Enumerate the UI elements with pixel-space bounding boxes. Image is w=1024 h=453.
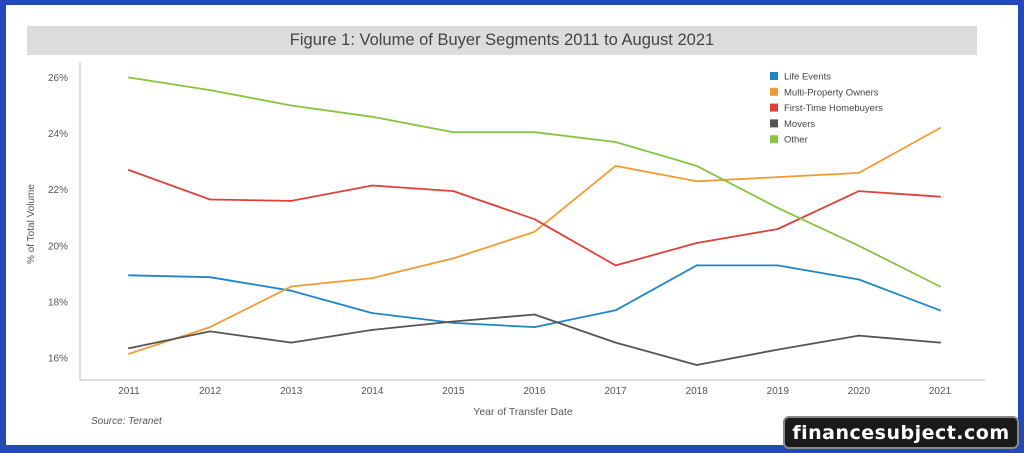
source-note: Source: Teranet: [91, 416, 162, 427]
legend-label-life-events: Life Events: [784, 72, 831, 83]
data-point-multi-property-owners: [939, 127, 941, 129]
data-point-other: [209, 89, 212, 92]
y-tick-label: 24%: [48, 129, 68, 140]
legend-swatch-movers: [770, 119, 778, 128]
data-point-life-events: [695, 264, 698, 267]
y-axis-label: % of Total Volume: [26, 184, 37, 264]
data-point-movers: [858, 334, 860, 337]
x-tick-label: 2017: [604, 386, 627, 397]
data-point-multi-property-owners: [614, 164, 617, 167]
data-point-first-time-homebuyers: [128, 169, 130, 171]
data-point-other: [128, 76, 130, 79]
data-point-movers: [776, 348, 779, 351]
series-line-life-events: [128, 264, 941, 329]
data-point-first-time-homebuyers: [533, 218, 536, 221]
data-point-multi-property-owners: [533, 230, 536, 233]
data-point-movers: [695, 364, 698, 366]
data-point-first-time-homebuyers: [209, 198, 212, 201]
data-point-multi-property-owners: [128, 352, 130, 355]
chart-frame: Figure 1: Volume of Buyer Segments 2011 …: [6, 5, 1018, 445]
data-point-first-time-homebuyers: [858, 190, 860, 193]
x-tick-label: 2019: [767, 386, 790, 397]
data-point-movers: [209, 330, 212, 333]
data-point-first-time-homebuyers: [939, 195, 941, 198]
data-point-other: [614, 141, 617, 143]
data-point-multi-property-owners: [858, 171, 860, 174]
data-point-first-time-homebuyers: [776, 228, 779, 230]
legend-swatch-multi-property-owners: [770, 87, 778, 96]
data-point-life-events: [290, 289, 293, 292]
data-point-first-time-homebuyers: [614, 264, 617, 267]
legend-label-multi-property-owners: Multi-Property Owners: [784, 87, 879, 98]
data-point-other: [290, 104, 293, 107]
x-tick-label: 2018: [686, 386, 709, 397]
x-tick-label: 2011: [118, 386, 140, 397]
legend-swatch-life-events: [770, 72, 778, 80]
data-point-other: [452, 131, 455, 134]
data-point-life-events: [371, 312, 374, 315]
legend-label-movers: Movers: [784, 119, 815, 130]
data-point-multi-property-owners: [452, 257, 455, 260]
data-point-first-time-homebuyers: [371, 184, 374, 187]
data-point-life-events: [614, 309, 617, 312]
data-point-first-time-homebuyers: [695, 242, 698, 244]
data-point-life-events: [128, 274, 130, 277]
data-point-other: [371, 115, 374, 118]
data-point-life-events: [776, 264, 779, 267]
x-tick-label: 2015: [442, 386, 465, 397]
data-point-life-events: [452, 322, 455, 324]
watermark-badge: financesubject.com: [783, 416, 1019, 449]
data-point-movers: [371, 329, 374, 331]
data-point-life-events: [858, 278, 860, 281]
legend-label-other: Other: [784, 135, 808, 146]
data-point-first-time-homebuyers: [452, 190, 455, 193]
x-tick-label: 2012: [199, 386, 222, 397]
x-tick-label: 2013: [280, 386, 303, 397]
chart-title: Figure 1: Volume of Buyer Segments 2011 …: [27, 26, 977, 55]
legend-swatch-first-time-homebuyers: [770, 103, 778, 112]
data-point-life-events: [533, 326, 536, 329]
data-point-multi-property-owners: [695, 180, 698, 183]
data-point-life-events: [939, 309, 941, 312]
y-tick-label: 26%: [48, 73, 68, 84]
data-point-movers: [290, 341, 293, 344]
data-point-first-time-homebuyers: [290, 200, 293, 202]
data-point-other: [939, 285, 941, 288]
data-point-movers: [614, 341, 617, 344]
x-tick-label: 2016: [523, 386, 546, 397]
data-point-movers: [452, 320, 455, 323]
data-point-movers: [533, 313, 536, 316]
data-point-other: [533, 131, 536, 134]
x-tick-label: 2021: [929, 386, 952, 397]
data-point-other: [695, 164, 698, 167]
data-point-other: [858, 244, 860, 247]
x-tick-label: 2014: [361, 386, 384, 397]
y-tick-label: 22%: [48, 185, 68, 196]
data-point-multi-property-owners: [290, 285, 293, 288]
data-point-multi-property-owners: [776, 176, 779, 178]
y-tick-label: 18%: [48, 297, 68, 308]
data-point-multi-property-owners: [371, 277, 374, 279]
x-axis-label: Year of Transfer Date: [473, 406, 573, 418]
y-tick-label: 16%: [48, 354, 68, 365]
data-point-movers: [128, 347, 130, 350]
legend-label-first-time-homebuyers: First-Time Homebuyers: [784, 103, 883, 114]
data-point-movers: [939, 341, 941, 344]
data-point-life-events: [209, 276, 212, 279]
x-tick-label: 2020: [848, 386, 871, 397]
series-line-first-time-homebuyers: [128, 169, 941, 267]
series-line-movers: [128, 313, 941, 366]
data-point-multi-property-owners: [209, 326, 212, 329]
data-point-other: [776, 207, 779, 209]
y-tick-label: 20%: [48, 241, 68, 252]
legend-swatch-other: [770, 135, 778, 144]
series-line-multi-property-owners: [128, 127, 941, 355]
